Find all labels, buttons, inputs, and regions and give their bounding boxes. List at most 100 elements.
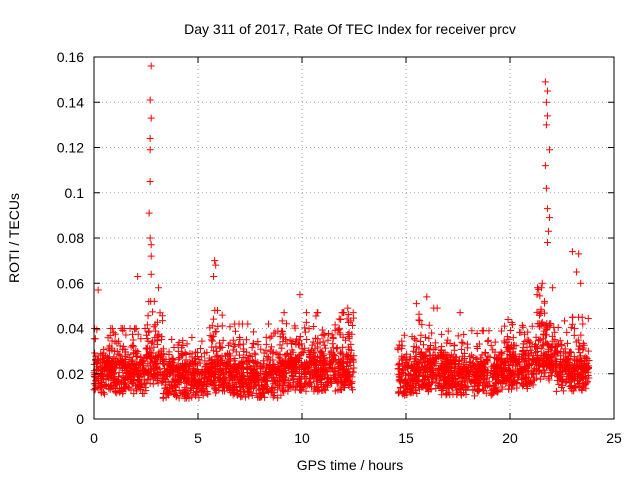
data-point: [274, 394, 282, 402]
data-point: [553, 376, 561, 384]
data-point: [168, 335, 176, 343]
data-point: [532, 343, 540, 351]
data-point: [437, 362, 445, 370]
data-point: [280, 373, 288, 381]
data-point: [143, 344, 151, 352]
data-point: [464, 344, 472, 352]
data-point: [305, 325, 313, 333]
data-point: [188, 334, 196, 342]
data-point: [452, 360, 460, 368]
data-point: [473, 386, 481, 394]
data-point: [317, 364, 325, 372]
data-point: [259, 376, 267, 384]
data-point: [409, 380, 417, 388]
data-point: [582, 353, 590, 361]
data-point: [210, 360, 218, 368]
data-point: [133, 353, 141, 361]
data-point: [301, 379, 309, 387]
data-point: [424, 345, 432, 353]
data-point: [436, 371, 444, 379]
data-point: [209, 315, 217, 323]
data-point: [288, 356, 296, 364]
data-point: [117, 379, 125, 387]
data-point: [278, 317, 286, 325]
data-point: [259, 357, 267, 365]
data-point: [478, 367, 486, 375]
data-point: [504, 315, 512, 323]
data-point: [427, 385, 435, 393]
data-point: [317, 379, 325, 387]
data-point: [179, 367, 187, 375]
data-point: [150, 323, 158, 331]
data-point: [535, 368, 543, 376]
data-point: [521, 352, 529, 360]
data-point: [95, 365, 103, 373]
data-point: [526, 346, 534, 354]
data-point: [484, 352, 492, 360]
data-point: [568, 361, 576, 369]
x-axis-label: GPS time / hours: [297, 457, 404, 473]
data-point: [278, 327, 286, 335]
data-point: [533, 352, 541, 360]
data-point: [189, 358, 197, 366]
data-point: [203, 389, 211, 397]
data-point: [265, 320, 273, 328]
data-point: [208, 333, 216, 341]
y-tick-label: 0.12: [57, 140, 84, 156]
data-point: [535, 336, 543, 344]
data-point: [114, 377, 122, 385]
data-point: [113, 360, 121, 368]
data-point: [146, 96, 154, 104]
data-point: [211, 385, 219, 393]
data-point: [146, 177, 154, 185]
data-point: [91, 370, 99, 378]
data-point: [396, 373, 404, 381]
data-point: [494, 387, 502, 395]
data-point: [279, 338, 287, 346]
data-point: [149, 359, 157, 367]
data-point: [262, 340, 270, 348]
data-point: [149, 308, 157, 316]
data-point: [257, 375, 265, 383]
data-point: [441, 382, 449, 390]
data-point: [144, 376, 152, 384]
data-point: [525, 361, 533, 369]
data-point: [254, 338, 262, 346]
data-point: [116, 342, 124, 350]
data-point: [574, 345, 582, 353]
data-point: [334, 379, 342, 387]
data-point: [100, 345, 108, 353]
data-point: [244, 363, 252, 371]
data-point: [542, 331, 550, 339]
data-point: [505, 366, 513, 374]
data-point: [557, 361, 565, 369]
data-point: [323, 371, 331, 379]
data-point: [94, 384, 102, 392]
data-point: [265, 353, 273, 361]
data-point: [159, 345, 167, 353]
data-point: [340, 366, 348, 374]
data-point: [286, 382, 294, 390]
data-point: [147, 62, 155, 70]
data-point: [261, 381, 269, 389]
data-point: [466, 353, 474, 361]
data-point: [237, 364, 245, 372]
data-point: [192, 348, 200, 356]
data-point: [534, 320, 542, 328]
data-point: [514, 373, 522, 381]
data-point: [501, 359, 509, 367]
data-point: [579, 320, 587, 328]
data-point: [164, 378, 172, 386]
data-point: [127, 361, 135, 369]
data-point: [427, 370, 435, 378]
data-point: [211, 257, 219, 265]
data-point: [143, 345, 151, 353]
data-point: [584, 371, 592, 379]
data-point: [146, 146, 154, 154]
data-point: [336, 385, 344, 393]
data-point: [252, 368, 260, 376]
data-point: [473, 345, 481, 353]
data-point: [321, 356, 329, 364]
data-point: [543, 112, 551, 120]
